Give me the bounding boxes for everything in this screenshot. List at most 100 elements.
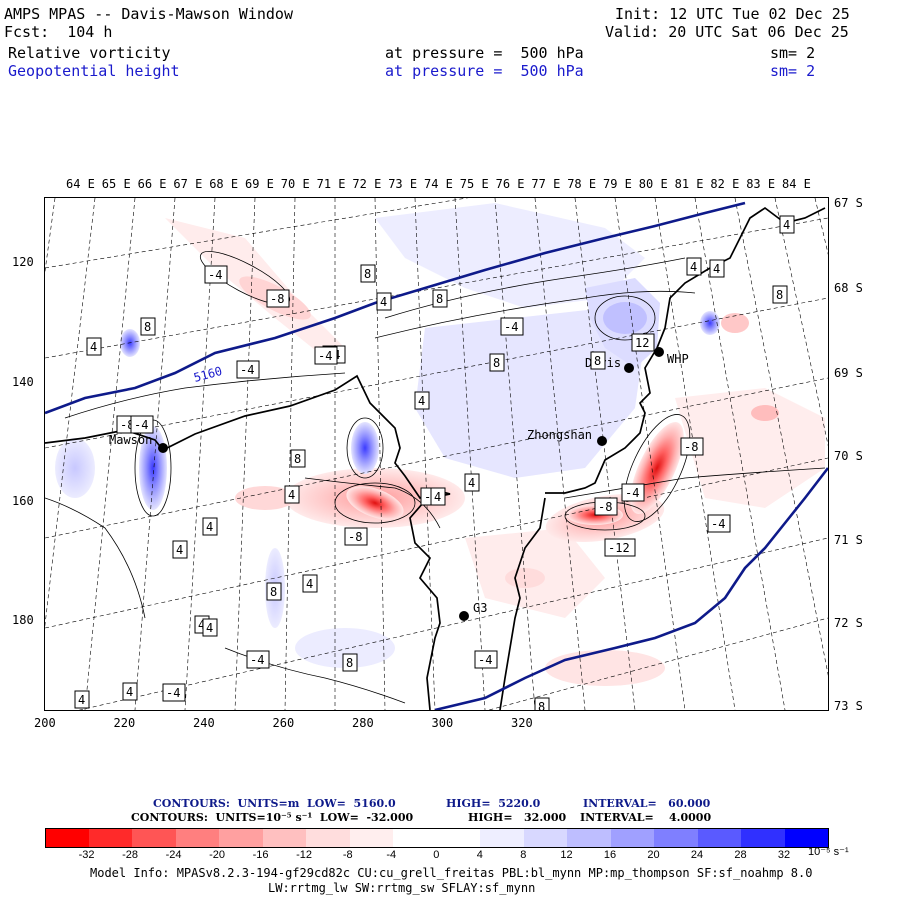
height-contour-high: HIGH= 5220.0 (446, 797, 541, 810)
field2-level: at pressure = 500 hPa (385, 62, 584, 80)
colorbar-swatch (610, 828, 654, 848)
station-zhongshan (597, 436, 607, 446)
x-axis-label: 260 (272, 716, 295, 730)
contour-label-box (204, 265, 228, 284)
longitude-label: 77 E (531, 177, 561, 191)
colorbar-swatch (654, 828, 698, 848)
contour-label: 4 (198, 618, 205, 632)
longitude-label: 84 E (782, 177, 811, 191)
vorticity-map[interactable]: Mawson Davis WHP Zhongshan G3 5160 -4-88… (44, 197, 829, 711)
station-label-zhongshan: Zhongshan (527, 428, 592, 442)
contour-label: 12 (635, 336, 649, 350)
contour-label: -8 (598, 500, 612, 514)
contour-label-box (474, 650, 498, 669)
contour-label-box (414, 391, 430, 410)
colorbar-label: 28 (734, 849, 747, 861)
map-title: AMPS MPAS -- Davis-Mawson Window (4, 5, 293, 23)
longitude-label: 73 E (388, 177, 418, 191)
longitude-label: 82 E (710, 177, 740, 191)
contour-label: 4 (78, 693, 85, 707)
contour-label-box (376, 292, 392, 311)
longitude-label: 65 E (101, 177, 131, 191)
contour-label: 4 (90, 340, 97, 354)
contour-label-boxes: 5160 -4-884-48-48-41284484-4484-8-4484-8… (74, 215, 795, 710)
contour-label-box (202, 517, 218, 536)
y-axis-label: 160 (12, 494, 34, 508)
longitude-label: 78 E (567, 177, 597, 191)
x-axis-label: 320 (511, 716, 533, 730)
contour-label: -12 (608, 541, 630, 555)
colorbar-label: -28 (122, 849, 138, 861)
latitude-label: 69 S (834, 366, 863, 380)
longitude-label: 70 E (280, 177, 310, 191)
colorbar-label: 16 (603, 849, 617, 861)
contour-label-box (360, 264, 376, 283)
longitude-label: 75 E (459, 177, 489, 191)
colorbar-label: 32 (777, 849, 791, 861)
longitude-label: 68 E (209, 177, 239, 191)
latitude-label: 70 S (834, 449, 863, 463)
y-axis-label: 180 (12, 613, 34, 627)
height-contour-interval: INTERVAL= 60.000 (583, 797, 711, 810)
longitude-label: 69 E (245, 177, 274, 191)
colorbar-swatch (88, 828, 132, 848)
x-axis-label: 280 (352, 716, 374, 730)
colorbar-label: -20 (209, 849, 225, 861)
contour-label: 4 (713, 262, 720, 276)
latitude-label: 68 S (834, 281, 863, 295)
latitude-label: 71 S (834, 533, 863, 547)
longitude-label: 71 E (316, 177, 346, 191)
contour-label: -4 (504, 320, 518, 334)
colorbar-label: -24 (165, 849, 182, 861)
contour-label-box (344, 527, 368, 546)
x-axis-label: 300 (431, 716, 454, 730)
colorbar-swatch (480, 828, 524, 848)
field1-smoothing: sm= 2 (770, 44, 816, 62)
contour-label: 4 (306, 577, 313, 591)
x-axis-label: 240 (193, 716, 215, 730)
contour-label: -4 (208, 268, 222, 282)
contour-label-box (500, 317, 524, 336)
contour-label: -4 (478, 653, 492, 667)
height-label-5160: 5160 (192, 364, 224, 385)
contour-label: 4 (468, 476, 475, 490)
x-axis-label: 220 (113, 716, 136, 730)
contour-label-box (779, 215, 795, 234)
contour-label-box (140, 317, 156, 336)
contour-label-box (266, 582, 282, 601)
colorbar-label: -8 (342, 849, 353, 861)
colorbar-label: 12 (560, 849, 573, 861)
contour-label-box (130, 415, 154, 434)
station-label-g3: G3 (473, 601, 487, 615)
station-davis (624, 363, 634, 373)
contour-label: 4 (380, 295, 387, 309)
contour-label: 4 (288, 488, 295, 502)
contour-label: 8 (776, 288, 783, 302)
contour-label-box (489, 353, 505, 372)
station-label-whp: WHP (667, 352, 689, 366)
colorbar-label: 20 (647, 849, 660, 861)
field1-level: at pressure = 500 hPa (385, 44, 584, 62)
contour-label: 4 (690, 260, 697, 274)
colorbar-swatch (436, 828, 480, 848)
contour-label-box (432, 289, 448, 308)
field2-smoothing: sm= 2 (770, 62, 816, 80)
contour-label-box (534, 697, 550, 710)
colorbar-swatch (567, 828, 611, 848)
contour-label: 4 (783, 218, 790, 232)
colorbar-swatch (741, 828, 785, 848)
contour-label: 8 (538, 700, 545, 710)
contour-label: 4 (206, 520, 213, 534)
contour-label-box (709, 259, 725, 278)
contour-label-box (162, 683, 186, 702)
contour-label-box (680, 437, 704, 456)
longitude-label: 67 E (173, 177, 203, 191)
station-label-mawson: Mawson (109, 433, 152, 447)
contour-label-box (707, 514, 731, 533)
contour-label-box (290, 449, 306, 468)
contour-label-box (246, 650, 270, 669)
contour-label: -4 (625, 486, 639, 500)
contour-label-box (342, 653, 358, 672)
colorbar-swatch (262, 828, 306, 848)
contour-label-box (604, 538, 636, 557)
